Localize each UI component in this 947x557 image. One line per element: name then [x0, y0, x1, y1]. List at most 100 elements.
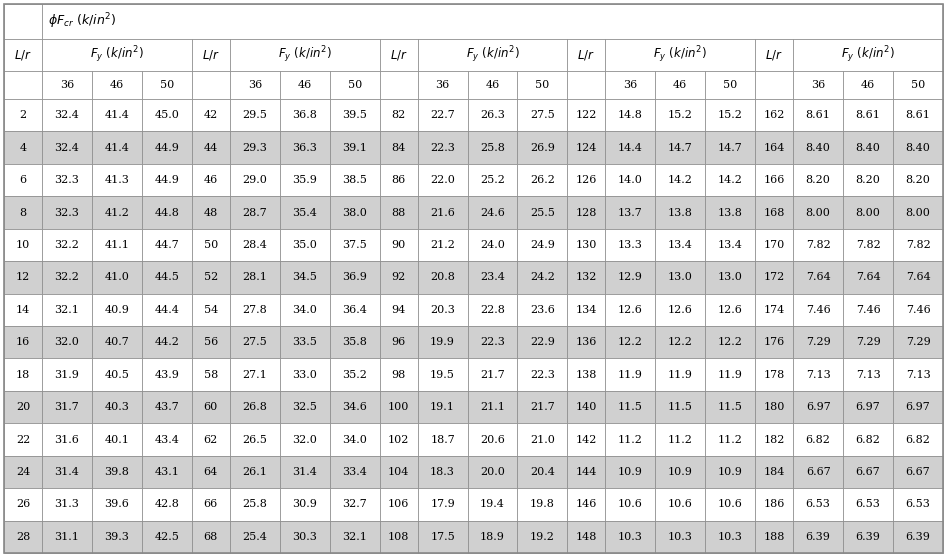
Bar	[380, 99, 418, 131]
Text: 26.8: 26.8	[242, 402, 267, 412]
Text: 46: 46	[861, 80, 875, 90]
Bar	[706, 488, 755, 521]
Text: 6.53: 6.53	[856, 500, 881, 509]
Bar	[517, 391, 567, 423]
Bar	[42, 131, 92, 164]
Bar	[192, 391, 230, 423]
Text: 41.1: 41.1	[104, 240, 130, 250]
Bar	[380, 521, 418, 553]
Text: 106: 106	[388, 500, 409, 509]
Bar	[893, 358, 943, 391]
Bar	[655, 99, 706, 131]
Bar	[755, 456, 794, 488]
Bar	[468, 358, 517, 391]
Bar	[893, 71, 943, 99]
Bar	[794, 71, 843, 99]
Bar	[330, 456, 380, 488]
Text: 86: 86	[391, 175, 405, 185]
Bar	[567, 456, 605, 488]
Text: 6: 6	[20, 175, 27, 185]
Bar	[567, 99, 605, 131]
Bar	[706, 294, 755, 326]
Bar	[605, 99, 655, 131]
Text: 20.3: 20.3	[430, 305, 455, 315]
Text: 36.9: 36.9	[342, 272, 367, 282]
Bar	[755, 196, 794, 229]
Bar	[468, 164, 517, 196]
Text: 138: 138	[576, 370, 598, 380]
Bar	[893, 423, 943, 456]
Text: 14: 14	[16, 305, 30, 315]
Text: 32.0: 32.0	[293, 434, 317, 444]
Bar	[706, 131, 755, 164]
Text: 29.5: 29.5	[242, 110, 267, 120]
Text: 22.7: 22.7	[430, 110, 455, 120]
Bar	[605, 521, 655, 553]
Bar	[517, 71, 567, 99]
Text: 42.8: 42.8	[154, 500, 179, 509]
Bar	[655, 71, 706, 99]
Bar	[279, 229, 330, 261]
Text: 14.0: 14.0	[618, 175, 643, 185]
Text: 19.5: 19.5	[430, 370, 455, 380]
Text: 35.9: 35.9	[293, 175, 317, 185]
Bar	[192, 229, 230, 261]
Bar	[279, 294, 330, 326]
Text: 50: 50	[535, 80, 549, 90]
Bar	[142, 391, 192, 423]
Text: 12.2: 12.2	[668, 337, 693, 347]
Bar	[468, 261, 517, 294]
Text: 11.2: 11.2	[618, 434, 643, 444]
Bar	[4, 261, 42, 294]
Bar	[794, 488, 843, 521]
Text: 46: 46	[110, 80, 124, 90]
Text: 15.2: 15.2	[718, 110, 742, 120]
Bar	[706, 326, 755, 358]
Bar	[418, 521, 468, 553]
Text: 44: 44	[204, 143, 218, 153]
Text: 36: 36	[248, 80, 262, 90]
Text: 11.5: 11.5	[718, 402, 742, 412]
Bar	[142, 456, 192, 488]
Bar	[794, 39, 943, 71]
Text: 12.6: 12.6	[618, 305, 643, 315]
Text: 184: 184	[763, 467, 785, 477]
Text: $\phi F_{cr}\ (k/in^2)$: $\phi F_{cr}\ (k/in^2)$	[48, 12, 116, 31]
Bar	[380, 294, 418, 326]
Text: 8.61: 8.61	[856, 110, 881, 120]
Text: 136: 136	[576, 337, 598, 347]
Text: 108: 108	[388, 532, 409, 542]
Bar	[794, 261, 843, 294]
Bar	[42, 39, 192, 71]
Bar	[794, 196, 843, 229]
Text: 13.4: 13.4	[668, 240, 693, 250]
Text: 180: 180	[763, 402, 785, 412]
Text: 31.1: 31.1	[55, 532, 80, 542]
Bar	[755, 131, 794, 164]
Bar	[230, 358, 279, 391]
Bar	[517, 294, 567, 326]
Text: 182: 182	[763, 434, 785, 444]
Bar	[605, 423, 655, 456]
Bar	[92, 423, 142, 456]
Text: 6.82: 6.82	[856, 434, 881, 444]
Bar	[192, 521, 230, 553]
Bar	[755, 423, 794, 456]
Bar	[230, 294, 279, 326]
Bar	[192, 294, 230, 326]
Text: 62: 62	[204, 434, 218, 444]
Text: 41.3: 41.3	[104, 175, 130, 185]
Text: 8.40: 8.40	[905, 143, 931, 153]
Bar	[655, 294, 706, 326]
Text: 4: 4	[20, 143, 27, 153]
Bar	[468, 456, 517, 488]
Bar	[794, 423, 843, 456]
Bar	[4, 456, 42, 488]
Bar	[706, 71, 755, 99]
Bar	[42, 391, 92, 423]
Text: 32.7: 32.7	[342, 500, 367, 509]
Text: 30.3: 30.3	[293, 532, 317, 542]
Bar	[567, 294, 605, 326]
Text: 10.6: 10.6	[618, 500, 643, 509]
Text: 13.4: 13.4	[718, 240, 742, 250]
